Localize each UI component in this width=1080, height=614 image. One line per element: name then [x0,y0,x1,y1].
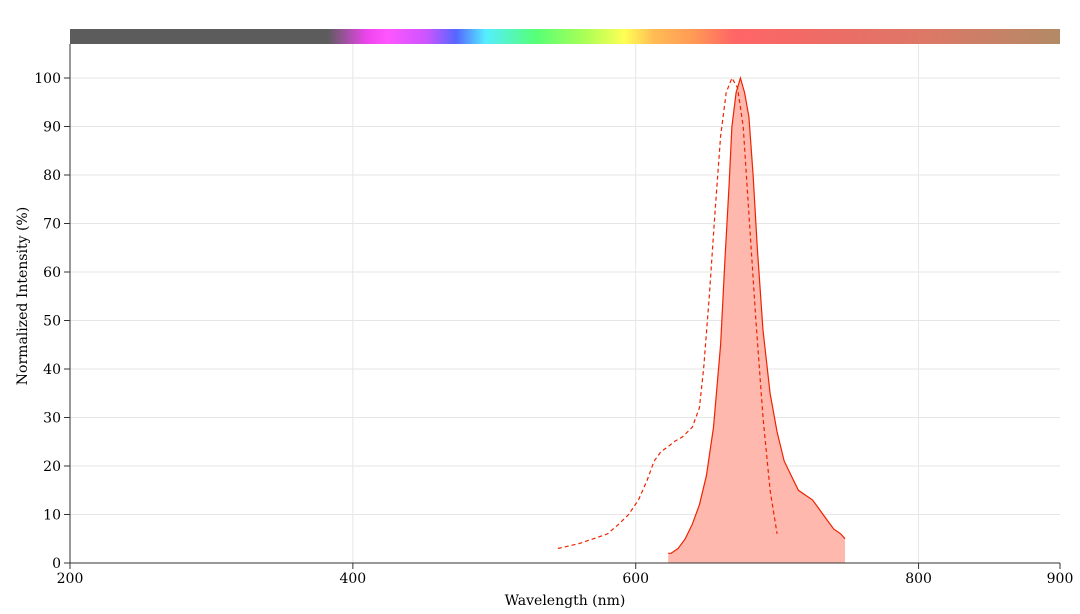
axes [64,44,1061,569]
x-tick-label: 600 [622,571,649,587]
y-tick-label: 90 [43,120,61,136]
y-tick-label: 20 [43,459,61,475]
series-2-fill [668,78,845,563]
y-tick-label: 50 [43,314,61,330]
y-tick-label: 10 [43,508,61,524]
x-tick-label: 900 [1047,571,1074,587]
series-2-line [668,75,846,554]
x-tick-label: 400 [339,571,366,587]
y-tick-label: 100 [34,71,61,87]
y-tick-label: 0 [52,556,61,572]
series-1-line [557,76,778,550]
spectrum-color-bar [70,29,1060,44]
y-tick-label: 40 [43,362,61,378]
series-lines [557,75,846,554]
y-tick-label: 30 [43,411,61,427]
series-fills [668,78,845,563]
x-tick-label: 800 [905,571,932,587]
y-tick-label: 70 [43,217,61,233]
x-tick-label: 200 [57,571,84,587]
y-axis-title: Normalized Intensity (%) [15,207,31,385]
grid-lines [70,44,1060,563]
y-tick-label: 60 [43,265,61,281]
x-axis-title: Wavelength (nm) [505,593,626,609]
tick-labels: 0 10 20 30 40 50 60 70 80 90 100 200 400 600 800 900 [34,71,1073,587]
y-tick-label: 80 [43,168,61,184]
